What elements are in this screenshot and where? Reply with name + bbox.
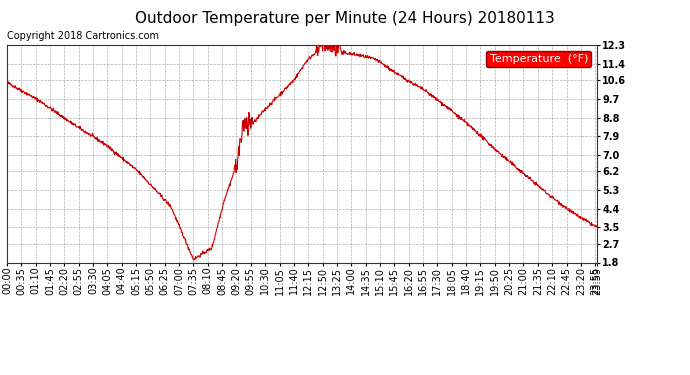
Text: Copyright 2018 Cartronics.com: Copyright 2018 Cartronics.com — [7, 31, 159, 40]
Legend: Temperature  (°F): Temperature (°F) — [486, 51, 591, 67]
Text: Outdoor Temperature per Minute (24 Hours) 20180113: Outdoor Temperature per Minute (24 Hours… — [135, 11, 555, 26]
